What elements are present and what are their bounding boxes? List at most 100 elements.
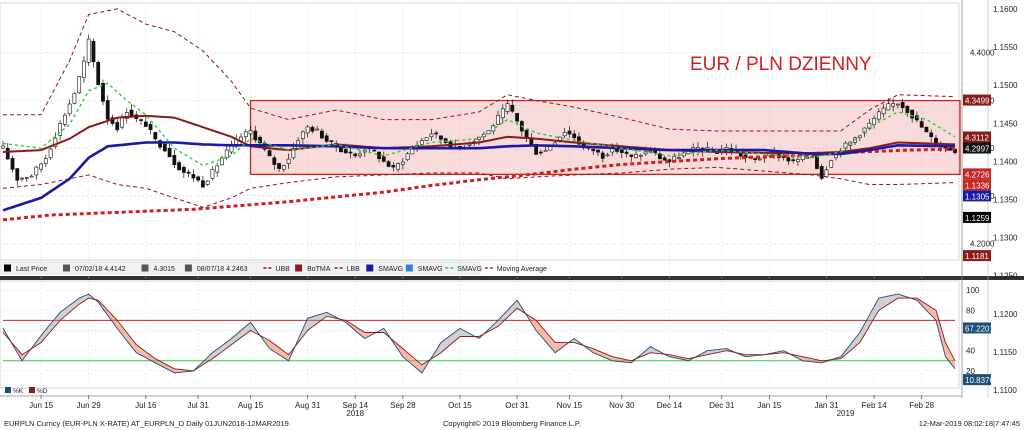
candle-body: [1, 145, 5, 149]
osc-fill: [935, 310, 941, 339]
moving-average-line: [2, 147, 956, 222]
candle-body: [624, 151, 629, 154]
price-tag-bg: [963, 211, 991, 223]
candle-body: [329, 140, 334, 142]
candle-body: [205, 180, 210, 185]
y2-tick-label: 1.1500: [993, 81, 1018, 90]
price-tag: 1.1181: [965, 252, 989, 261]
osc-legend-swatch: [29, 387, 35, 393]
x-tick-label: Sep 28: [390, 401, 416, 410]
osc-fill: [797, 355, 803, 361]
candle-body: [391, 165, 396, 168]
main-frame: [0, 2, 960, 261]
smavg-line: [2, 141, 956, 212]
candle-body: [210, 169, 215, 179]
price-tag: 4.2997: [965, 145, 990, 154]
candle-body: [753, 158, 757, 161]
legend-label: Moving Average: [497, 266, 547, 273]
candle-body: [215, 165, 220, 173]
candle-body: [77, 76, 82, 94]
candle-body: [153, 132, 158, 140]
candle-body: [510, 104, 515, 112]
price-tag-bg: [963, 94, 991, 106]
panel-separator: [0, 276, 1024, 280]
osc-fill: [364, 332, 370, 339]
candle-body: [496, 115, 500, 125]
candle-body: [419, 140, 424, 145]
x-tick-label: Sep 14: [343, 401, 369, 410]
candle-body: [386, 161, 391, 167]
osc-fill: [864, 315, 870, 335]
osc-fill: [307, 316, 313, 331]
y-tick-label: 4.4000: [970, 49, 995, 58]
legend-swatch: [141, 264, 149, 272]
candle-body: [258, 136, 262, 144]
osc-fill: [464, 330, 470, 337]
x-tick-label: Nov 30: [609, 401, 635, 410]
osc-value-tag-bg: [963, 374, 991, 386]
price-tag: 1.1336: [965, 181, 990, 190]
legend-label: SMAVG: [457, 266, 482, 273]
x-tick-label: Nov 15: [557, 401, 583, 410]
x-tick-label: Jul 31: [187, 401, 209, 410]
price-tag-bg: [963, 142, 991, 154]
candle-body: [43, 158, 48, 164]
candle-body: [629, 154, 634, 157]
legend-label: SMAVG: [418, 266, 443, 273]
candle-body: [434, 132, 439, 135]
candle-body: [572, 133, 577, 139]
x-tick-label: Aug 31: [295, 401, 321, 410]
y2-tick-label: 1.1300: [993, 234, 1018, 243]
candle-body: [305, 126, 310, 134]
candle-body: [86, 38, 91, 63]
candle-body: [248, 130, 253, 135]
osc-fill: [845, 344, 851, 355]
y2-tick-label: 1.1600: [993, 5, 1018, 14]
candle-body: [353, 153, 358, 157]
candle-body: [681, 152, 686, 157]
candle-body: [638, 155, 643, 157]
candle-body: [20, 177, 24, 180]
osc-fill: [150, 355, 156, 363]
osc-fill: [217, 345, 222, 356]
osc-value-tag: 10.8376: [965, 376, 994, 385]
price-tag: 1.1259: [965, 214, 990, 223]
y2-tick-label: 1.1550: [993, 43, 1018, 52]
candle-body: [39, 163, 43, 170]
osc-fill: [702, 350, 708, 356]
osc-fill: [317, 313, 322, 324]
candle-body: [172, 155, 177, 166]
osc-fill: [502, 310, 508, 322]
candle-body: [148, 124, 153, 131]
candle-body: [515, 113, 519, 122]
status-center: Copyright© 2019 Bloomberg Finance L.P.: [443, 419, 581, 428]
price-tag-bg: [963, 131, 991, 143]
osc-fill: [221, 342, 227, 352]
candle-body: [910, 109, 915, 119]
candle-body: [819, 166, 824, 179]
y2-tick-label: 1.1150: [993, 348, 1017, 357]
osc-fill: [607, 354, 613, 361]
status-left: EURPLN Curncy (EUR-PLN X-RATE) AT_EURPLN…: [4, 419, 289, 428]
candle-body: [872, 118, 876, 125]
candle-body: [829, 160, 834, 168]
y2-tick-label: 1.1250: [993, 272, 1018, 281]
osc-fill: [878, 297, 884, 311]
candle-body: [372, 149, 377, 152]
candle-body: [405, 153, 410, 160]
y2-tick-label: 1.1400: [993, 157, 1018, 166]
osc-fill: [559, 342, 565, 350]
year-label: 2019: [837, 409, 855, 418]
legend-swatch: [295, 264, 303, 272]
osc-fill: [45, 323, 51, 338]
x-tick-label: Jan 31: [814, 401, 839, 410]
osc-fill: [122, 326, 127, 341]
osc-fill: [869, 306, 875, 327]
candle-body: [895, 103, 900, 106]
legend-swatch: [184, 264, 192, 272]
x-tick-label: Dec 14: [657, 401, 683, 410]
oscillator-panel: 10080604020: [0, 280, 980, 389]
candle-body: [191, 174, 196, 179]
candle-body: [396, 163, 400, 170]
osc-fill: [940, 326, 946, 357]
